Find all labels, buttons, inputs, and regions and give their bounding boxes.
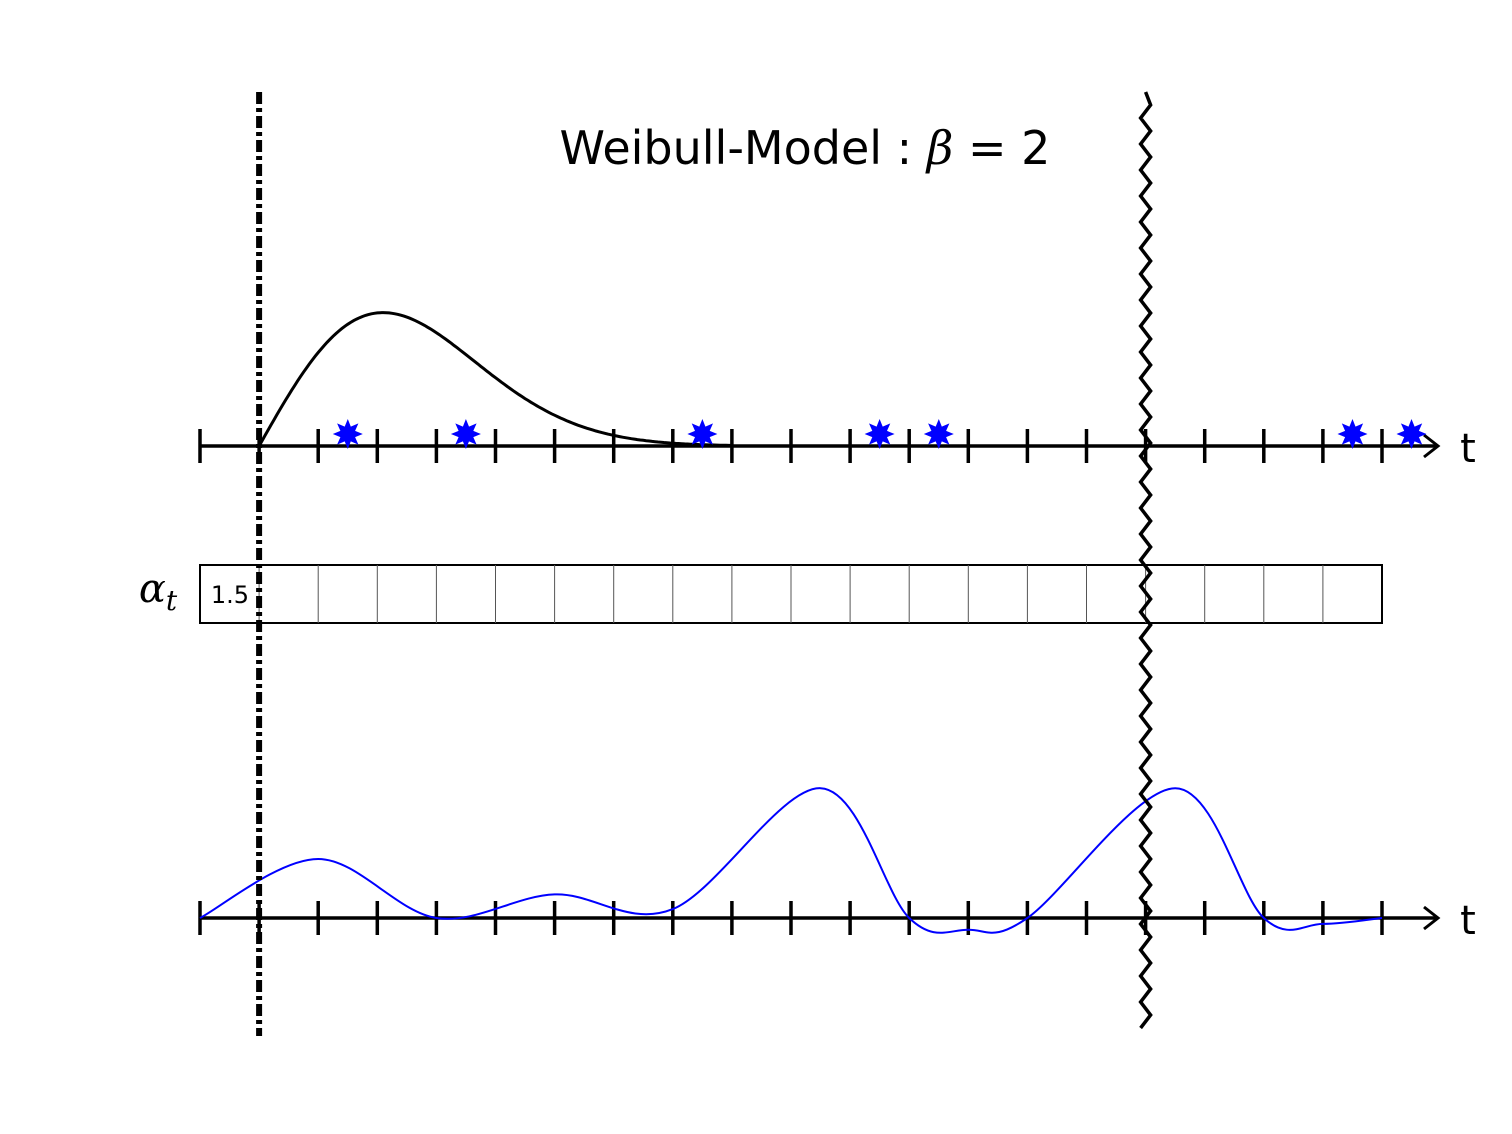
- diagram-title: Weibull-Model : β = 2: [560, 121, 1051, 175]
- event-star: [1396, 419, 1427, 449]
- event-markers: [332, 419, 1427, 449]
- weibull-density-curve: [257, 311, 732, 447]
- alpha-row-label: αt: [139, 566, 178, 617]
- lower-axis-label: t: [1460, 898, 1476, 944]
- event-star: [864, 419, 895, 449]
- axis-arrowhead: [1423, 433, 1441, 459]
- lower-time-axis: [198, 901, 1441, 935]
- upper-time-axis: [198, 429, 1441, 463]
- event-star: [450, 419, 481, 449]
- event-star: [923, 419, 954, 449]
- event-star: [687, 419, 718, 449]
- upper-axis-label: t: [1460, 426, 1476, 472]
- wavy-cut-line: [1138, 91, 1153, 1030]
- axis-arrowhead: [1423, 905, 1441, 931]
- alpha-first-cell-value: 1.5: [211, 581, 249, 609]
- alpha-cells-row: [199, 564, 1383, 624]
- lower-intensity-curve: [199, 787, 1383, 934]
- event-star: [1337, 419, 1368, 449]
- event-star: [332, 419, 363, 449]
